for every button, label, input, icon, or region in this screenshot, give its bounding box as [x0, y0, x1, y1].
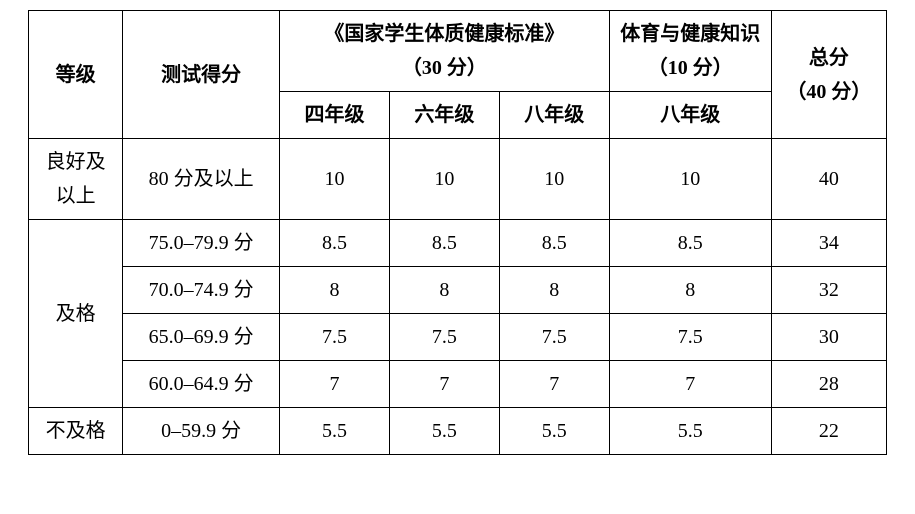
cell-range: 80 分及以上 — [123, 139, 280, 220]
cell-range: 70.0–74.9 分 — [123, 267, 280, 314]
table-row: 不及格 0–59.9 分 5.5 5.5 5.5 5.5 22 — [29, 408, 887, 455]
header-total: 总分 （40 分） — [771, 11, 886, 139]
cell-g8a: 7 — [499, 361, 609, 408]
cell-g8a: 8 — [499, 267, 609, 314]
cell-g8b: 7 — [609, 361, 771, 408]
cell-range: 60.0–64.9 分 — [123, 361, 280, 408]
header-test-score: 测试得分 — [123, 11, 280, 139]
cell-g8b: 8 — [609, 267, 771, 314]
cell-total: 34 — [771, 220, 886, 267]
header-standard-line1: 《国家学生体质健康标准》 — [284, 17, 605, 51]
cell-g6: 7 — [389, 361, 499, 408]
cell-g4: 7 — [280, 361, 390, 408]
cell-g8b: 10 — [609, 139, 771, 220]
cell-g4: 7.5 — [280, 314, 390, 361]
cell-range: 65.0–69.9 分 — [123, 314, 280, 361]
cell-g8a: 5.5 — [499, 408, 609, 455]
cell-g6: 7.5 — [389, 314, 499, 361]
cell-g4: 8 — [280, 267, 390, 314]
cell-level-pass: 及格 — [29, 220, 123, 408]
header-level: 等级 — [29, 11, 123, 139]
table-row: 70.0–74.9 分 8 8 8 8 32 — [29, 267, 887, 314]
cell-g6: 8.5 — [389, 220, 499, 267]
table-header: 等级 测试得分 《国家学生体质健康标准》 （30 分） 体育与健康知识 （10 … — [29, 11, 887, 139]
header-grade8b: 八年级 — [609, 92, 771, 139]
cell-total: 28 — [771, 361, 886, 408]
cell-level-fail: 不及格 — [29, 408, 123, 455]
table-row: 65.0–69.9 分 7.5 7.5 7.5 7.5 30 — [29, 314, 887, 361]
cell-g6: 5.5 — [389, 408, 499, 455]
cell-level-good-l1: 良好及 — [33, 145, 118, 179]
cell-total: 22 — [771, 408, 886, 455]
page: 等级 测试得分 《国家学生体质健康标准》 （30 分） 体育与健康知识 （10 … — [0, 0, 915, 514]
cell-g4: 10 — [280, 139, 390, 220]
header-grade8a: 八年级 — [499, 92, 609, 139]
header-standard-line2: （30 分） — [284, 51, 605, 85]
header-total-line1: 总分 — [776, 41, 882, 75]
header-total-line2: （40 分） — [776, 75, 882, 109]
cell-range: 0–59.9 分 — [123, 408, 280, 455]
cell-range: 75.0–79.9 分 — [123, 220, 280, 267]
header-grade4: 四年级 — [280, 92, 390, 139]
cell-total: 32 — [771, 267, 886, 314]
cell-level-good-l2: 以上 — [33, 179, 118, 213]
cell-g8a: 8.5 — [499, 220, 609, 267]
table-row: 及格 75.0–79.9 分 8.5 8.5 8.5 8.5 34 — [29, 220, 887, 267]
cell-g8a: 7.5 — [499, 314, 609, 361]
cell-g8b: 8.5 — [609, 220, 771, 267]
header-health: 体育与健康知识 （10 分） — [609, 11, 771, 92]
header-grade6: 六年级 — [389, 92, 499, 139]
cell-g6: 10 — [389, 139, 499, 220]
header-row-1: 等级 测试得分 《国家学生体质健康标准》 （30 分） 体育与健康知识 （10 … — [29, 11, 887, 92]
cell-g4: 8.5 — [280, 220, 390, 267]
cell-total: 40 — [771, 139, 886, 220]
score-table: 等级 测试得分 《国家学生体质健康标准》 （30 分） 体育与健康知识 （10 … — [28, 10, 887, 455]
header-standard: 《国家学生体质健康标准》 （30 分） — [280, 11, 610, 92]
table-body: 良好及 以上 80 分及以上 10 10 10 10 40 及格 75.0–79… — [29, 139, 887, 455]
cell-g8a: 10 — [499, 139, 609, 220]
cell-level-good: 良好及 以上 — [29, 139, 123, 220]
header-health-line1: 体育与健康知识 — [614, 17, 767, 51]
cell-g8b: 7.5 — [609, 314, 771, 361]
table-row: 60.0–64.9 分 7 7 7 7 28 — [29, 361, 887, 408]
table-row: 良好及 以上 80 分及以上 10 10 10 10 40 — [29, 139, 887, 220]
header-health-line2: （10 分） — [614, 51, 767, 85]
cell-g4: 5.5 — [280, 408, 390, 455]
cell-g6: 8 — [389, 267, 499, 314]
cell-total: 30 — [771, 314, 886, 361]
cell-g8b: 5.5 — [609, 408, 771, 455]
